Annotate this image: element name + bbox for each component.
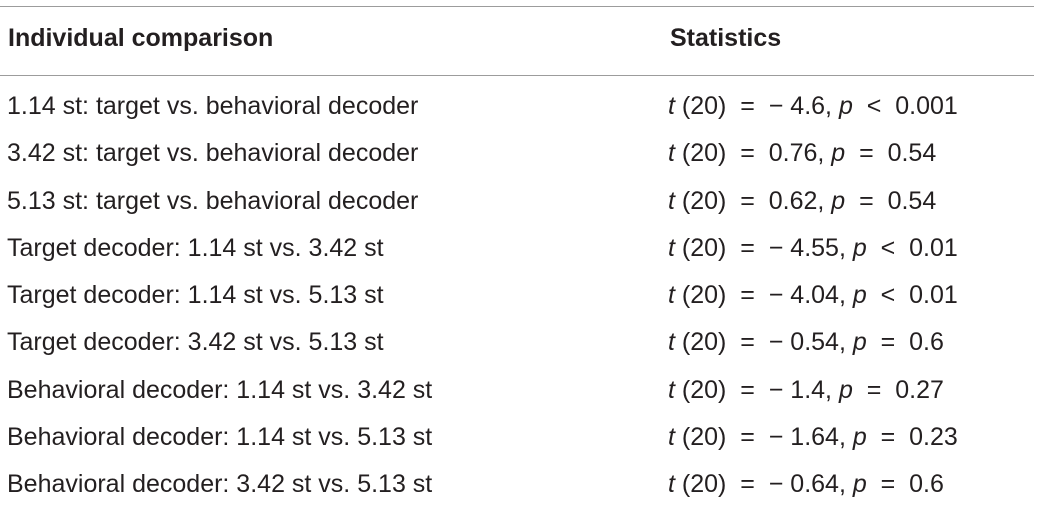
stat-p-value: = 0.54 xyxy=(845,139,937,168)
comparison-cell: Target decoder: 3.42 st vs. 5.13 st xyxy=(7,328,384,357)
comparison-cell: Target decoder: 1.14 st vs. 5.13 st xyxy=(7,281,384,310)
stat-p-value: = 0.6 xyxy=(866,328,944,357)
comparison-cell: Target decoder: 1.14 st vs. 3.42 st xyxy=(7,233,384,262)
statistics-cell: t (20) = − 1.4, p = 0.27 xyxy=(668,376,944,405)
stat-t: t xyxy=(668,233,675,262)
stat-p-value: < 0.01 xyxy=(866,233,958,262)
stat-p-value: = 0.6 xyxy=(866,470,944,499)
stat-p-symbol: p xyxy=(838,375,853,404)
statistics-cell: t (20) = 0.62, p = 0.54 xyxy=(668,187,936,216)
stat-p-symbol: p xyxy=(852,328,867,357)
stat-p-symbol: p xyxy=(852,470,867,499)
statistics-cell: t (20) = − 4.55, p < 0.01 xyxy=(668,234,958,263)
stat-df: (20) = − 4.55, xyxy=(674,233,853,262)
stat-p-symbol: p xyxy=(852,281,867,310)
table-body: 1.14 st: target vs. behavioral decoder t… xyxy=(0,88,1040,514)
table-row: 5.13 st: target vs. behavioral decoder t… xyxy=(0,183,1040,230)
stat-p-symbol: p xyxy=(852,233,867,262)
comparison-cell: 1.14 st: target vs. behavioral decoder xyxy=(7,92,419,120)
comparison-cell: 3.42 st: target vs. behavioral decoder xyxy=(7,139,419,168)
table-row: Target decoder: 1.14 st vs. 5.13 st t (2… xyxy=(0,277,1040,324)
stat-df: (20) = 0.62, xyxy=(674,186,832,215)
stat-t: t xyxy=(668,328,675,357)
statistics-cell: t (20) = − 4.04, p < 0.01 xyxy=(668,281,958,310)
stat-p-symbol: p xyxy=(838,92,853,120)
stat-t: t xyxy=(668,92,675,120)
table-row: 1.14 st: target vs. behavioral decoder t… xyxy=(0,88,1040,135)
table-row: Target decoder: 1.14 st vs. 3.42 st t (2… xyxy=(0,230,1040,277)
table-header-row: Individual comparison Statistics xyxy=(0,24,1040,60)
header-statistics: Statistics xyxy=(670,24,782,52)
statistics-cell: t (20) = − 0.64, p = 0.6 xyxy=(668,470,944,499)
stat-t: t xyxy=(668,281,675,310)
comparison-cell: 5.13 st: target vs. behavioral decoder xyxy=(7,186,419,215)
stat-p-symbol: p xyxy=(831,139,846,168)
stat-df: (20) = − 0.64, xyxy=(674,470,853,499)
stat-df: (20) = − 4.04, xyxy=(674,281,853,310)
stat-df: (20) = 0.76, xyxy=(674,139,832,168)
comparison-cell: Behavioral decoder: 3.42 st vs. 5.13 st xyxy=(7,470,433,499)
stat-p-value: = 0.27 xyxy=(852,375,944,404)
stat-t: t xyxy=(668,470,675,499)
stat-p-symbol: p xyxy=(852,423,867,452)
table-row: Behavioral decoder: 3.42 st vs. 5.13 st … xyxy=(0,466,1040,513)
stat-t: t xyxy=(668,186,675,215)
stat-p-value: = 0.23 xyxy=(866,423,958,452)
statistics-cell: t (20) = − 1.64, p = 0.23 xyxy=(668,423,958,452)
table-header-rule xyxy=(0,75,1034,76)
stat-p-value: = 0.54 xyxy=(845,186,937,215)
stat-t: t xyxy=(668,375,675,404)
header-individual-comparison: Individual comparison xyxy=(8,24,274,52)
stat-df: (20) = − 4.6, xyxy=(674,92,839,120)
statistics-cell: t (20) = 0.76, p = 0.54 xyxy=(668,139,936,168)
stat-t: t xyxy=(668,423,675,452)
statistics-cell: t (20) = − 0.54, p = 0.6 xyxy=(668,328,944,357)
comparison-cell: Behavioral decoder: 1.14 st vs. 3.42 st xyxy=(7,375,433,404)
comparison-cell: Behavioral decoder: 1.14 st vs. 5.13 st xyxy=(7,423,433,452)
stat-df: (20) = − 1.64, xyxy=(674,423,853,452)
stat-p-value: < 0.001 xyxy=(852,92,958,120)
table-row: 3.42 st: target vs. behavioral decoder t… xyxy=(0,135,1040,182)
stat-t: t xyxy=(668,139,675,168)
stat-p-value: < 0.01 xyxy=(866,281,958,310)
table-row: Target decoder: 3.42 st vs. 5.13 st t (2… xyxy=(0,324,1040,371)
stat-df: (20) = − 0.54, xyxy=(674,328,853,357)
stat-p-symbol: p xyxy=(831,186,846,215)
stat-df: (20) = − 1.4, xyxy=(674,375,839,404)
statistics-cell: t (20) = − 4.6, p < 0.001 xyxy=(668,92,958,121)
table-top-rule xyxy=(0,6,1034,7)
table-row: Behavioral decoder: 1.14 st vs. 3.42 st … xyxy=(0,372,1040,419)
table-row: Behavioral decoder: 1.14 st vs. 5.13 st … xyxy=(0,419,1040,466)
